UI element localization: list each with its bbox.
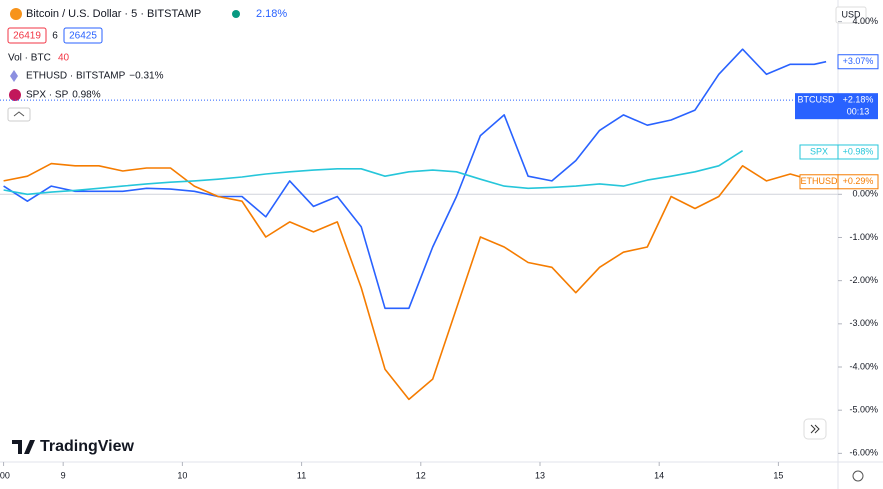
price-tag bbox=[837, 54, 879, 70]
legend-value: 0.98% bbox=[72, 90, 100, 101]
y-tick-label: -1.00% bbox=[849, 232, 878, 242]
x-tick-label: 15 bbox=[773, 470, 783, 480]
x-tick-label: 9 bbox=[61, 470, 66, 480]
volume-value: 40 bbox=[58, 53, 70, 64]
currency: USD bbox=[841, 9, 861, 19]
price-tag-label: +2.18% bbox=[843, 95, 874, 105]
legend-value: −0.31% bbox=[129, 71, 163, 82]
y-tick-label: 4.00% bbox=[852, 16, 878, 26]
scroll-icon bbox=[810, 424, 820, 434]
price-tag-name: ETHUSD bbox=[800, 176, 838, 186]
ask-box[interactable] bbox=[63, 27, 103, 44]
price-tag-label: +0.29% bbox=[843, 176, 874, 186]
brand-name: TradingView bbox=[40, 438, 135, 455]
y-tick-label: -2.00% bbox=[849, 275, 878, 285]
collapse-icon bbox=[13, 111, 25, 117]
y-tick-label: -5.00% bbox=[849, 405, 878, 415]
ask: 26425 bbox=[69, 31, 97, 42]
brand-logo bbox=[12, 440, 35, 454]
bid-box[interactable] bbox=[7, 27, 47, 44]
y-tick-label: -3.00% bbox=[849, 318, 878, 328]
symbol-icon bbox=[10, 8, 22, 20]
header-change: 2.18% bbox=[256, 8, 287, 20]
price-tag bbox=[837, 144, 879, 160]
price-tag-name: BTCUSD bbox=[797, 95, 835, 105]
volume-label: Vol · BTC bbox=[8, 53, 51, 64]
legend-name: SPX · SP bbox=[26, 90, 69, 101]
price-tag-label: +3.07% bbox=[843, 56, 874, 66]
x-tick-label: 10 bbox=[177, 470, 187, 480]
x-tick-label: 11 bbox=[297, 470, 306, 480]
brand: TradingView bbox=[12, 438, 135, 455]
y-tick-label: -4.00% bbox=[849, 361, 878, 371]
x-tick-label: 14 bbox=[654, 470, 664, 480]
x-tick-label: 13 bbox=[535, 470, 545, 480]
price-tag-name: SPX bbox=[810, 146, 828, 156]
price-tag-label: +0.98% bbox=[843, 146, 874, 156]
x-tick-label: 12 bbox=[416, 470, 426, 480]
legend: ETHUSD · BITSTAMP −0.31% SPX · SP 0.98% bbox=[26, 71, 164, 101]
y-tick-label: -6.00% bbox=[849, 448, 878, 458]
collapse-button[interactable] bbox=[7, 107, 31, 122]
series-line bbox=[3, 48, 827, 310]
symbol-title: Bitcoin / U.S. Dollar · 5 · BITSTAMP bbox=[26, 8, 201, 20]
currency-button[interactable] bbox=[835, 6, 867, 24]
price-tag bbox=[838, 93, 878, 120]
x-tick-label: :00 bbox=[0, 470, 10, 480]
spx-icon bbox=[9, 89, 21, 101]
status-dot bbox=[232, 10, 240, 18]
settings-button[interactable] bbox=[852, 470, 864, 482]
legend-name: ETHUSD · BITSTAMP bbox=[26, 71, 126, 82]
bid: 26419 bbox=[13, 31, 41, 42]
spread: 6 bbox=[52, 31, 58, 42]
series-line bbox=[3, 162, 827, 401]
series-line bbox=[3, 150, 744, 196]
y-tick-label: 0.00% bbox=[852, 189, 878, 199]
price-tag bbox=[795, 93, 838, 120]
eth-icon bbox=[10, 70, 18, 82]
header: Bitcoin / U.S. Dollar · 5 · BITSTAMP 2.1… bbox=[7, 8, 287, 122]
price-tag bbox=[837, 174, 879, 190]
price-tag-time: 00:13 bbox=[847, 107, 870, 117]
